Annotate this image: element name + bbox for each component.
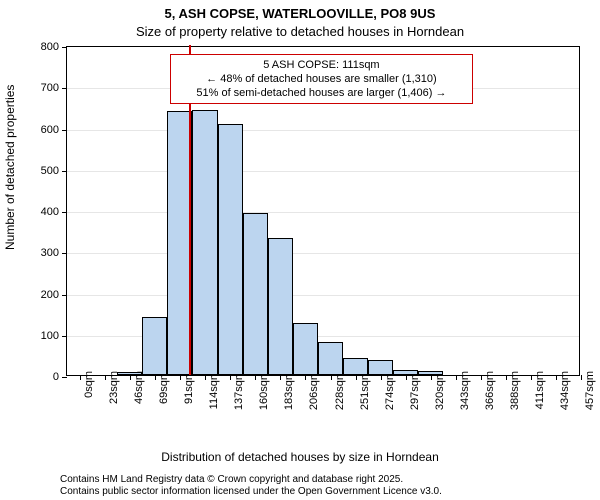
x-tick-mark bbox=[481, 375, 482, 380]
y-tick-label: 100 bbox=[29, 330, 59, 342]
chart-title-line1: 5, ASH COPSE, WATERLOOVILLE, PO8 9US bbox=[0, 6, 600, 21]
y-tick-mark bbox=[62, 253, 67, 254]
histogram-bar bbox=[243, 213, 268, 375]
x-tick-label: 251sqm bbox=[359, 371, 371, 410]
annotation-box: 5 ASH COPSE: 111sqm← 48% of detached hou… bbox=[170, 54, 473, 105]
y-tick-mark bbox=[62, 47, 67, 48]
x-tick-label: 297sqm bbox=[409, 371, 421, 410]
histogram-bar bbox=[268, 238, 293, 375]
x-tick-mark bbox=[105, 375, 106, 380]
x-axis-label: Distribution of detached houses by size … bbox=[0, 450, 600, 464]
y-tick-label: 800 bbox=[29, 41, 59, 53]
footer-line1: Contains HM Land Registry data © Crown c… bbox=[60, 474, 442, 486]
x-tick-mark bbox=[130, 375, 131, 380]
histogram-bar bbox=[393, 370, 418, 375]
y-axis-label: Number of detached properties bbox=[3, 85, 17, 250]
x-tick-label: 343sqm bbox=[459, 371, 471, 410]
x-tick-label: 46sqm bbox=[133, 371, 145, 404]
x-tick-mark bbox=[230, 375, 231, 380]
y-tick-label: 200 bbox=[29, 289, 59, 301]
y-tick-label: 500 bbox=[29, 165, 59, 177]
x-tick-mark bbox=[331, 375, 332, 380]
x-tick-mark bbox=[80, 375, 81, 380]
x-tick-mark bbox=[456, 375, 457, 380]
x-tick-mark bbox=[180, 375, 181, 380]
histogram-bar bbox=[318, 342, 343, 375]
chart-container: 5, ASH COPSE, WATERLOOVILLE, PO8 9US Siz… bbox=[0, 0, 600, 500]
footer-attribution: Contains HM Land Registry data © Crown c… bbox=[60, 474, 442, 498]
plot-area: 01002003004005006007008000sqm23sqm46sqm6… bbox=[66, 46, 580, 376]
x-tick-mark bbox=[305, 375, 306, 380]
x-tick-label: 69sqm bbox=[158, 371, 170, 404]
x-tick-label: 23sqm bbox=[108, 371, 120, 404]
x-tick-mark bbox=[406, 375, 407, 380]
gridline bbox=[67, 253, 579, 254]
y-tick-label: 400 bbox=[29, 206, 59, 218]
x-tick-mark bbox=[155, 375, 156, 380]
x-tick-label: 274sqm bbox=[384, 371, 396, 410]
y-tick-label: 700 bbox=[29, 82, 59, 94]
x-tick-label: 0sqm bbox=[83, 371, 95, 398]
y-tick-mark bbox=[62, 336, 67, 337]
x-tick-mark bbox=[431, 375, 432, 380]
x-tick-label: 320sqm bbox=[434, 371, 446, 410]
histogram-bar bbox=[117, 372, 142, 375]
histogram-bar bbox=[343, 358, 368, 375]
x-tick-label: 206sqm bbox=[308, 371, 320, 410]
x-tick-label: 457sqm bbox=[584, 371, 596, 410]
x-tick-mark bbox=[556, 375, 557, 380]
histogram-bar bbox=[293, 323, 318, 375]
y-tick-label: 0 bbox=[29, 371, 59, 383]
y-tick-mark bbox=[62, 130, 67, 131]
x-tick-mark bbox=[255, 375, 256, 380]
x-tick-mark bbox=[381, 375, 382, 380]
x-tick-label: 91sqm bbox=[183, 371, 195, 404]
histogram-bar bbox=[142, 317, 167, 375]
gridline bbox=[67, 130, 579, 131]
histogram-bar bbox=[218, 124, 243, 375]
x-tick-mark bbox=[581, 375, 582, 380]
y-tick-mark bbox=[62, 88, 67, 89]
chart-title-line2: Size of property relative to detached ho… bbox=[0, 24, 600, 39]
x-tick-label: 366sqm bbox=[484, 371, 496, 410]
x-tick-mark bbox=[280, 375, 281, 380]
gridline bbox=[67, 212, 579, 213]
annotation-line3: 51% of semi-detached houses are larger (… bbox=[177, 86, 466, 100]
x-tick-label: 160sqm bbox=[258, 371, 270, 410]
x-tick-mark bbox=[531, 375, 532, 380]
gridline bbox=[67, 171, 579, 172]
footer-line2: Contains public sector information licen… bbox=[60, 486, 442, 498]
x-tick-label: 137sqm bbox=[233, 371, 245, 410]
annotation-line1: 5 ASH COPSE: 111sqm bbox=[177, 58, 466, 72]
histogram-bar bbox=[192, 110, 217, 375]
annotation-line2: ← 48% of detached houses are smaller (1,… bbox=[177, 72, 466, 86]
histogram-bar bbox=[368, 360, 393, 375]
y-tick-label: 600 bbox=[29, 124, 59, 136]
x-tick-label: 434sqm bbox=[559, 371, 571, 410]
x-tick-label: 183sqm bbox=[283, 371, 295, 410]
x-tick-mark bbox=[356, 375, 357, 380]
y-tick-mark bbox=[62, 171, 67, 172]
x-tick-label: 388sqm bbox=[509, 371, 521, 410]
x-tick-label: 228sqm bbox=[334, 371, 346, 410]
y-tick-mark bbox=[62, 377, 67, 378]
x-tick-label: 411sqm bbox=[534, 371, 546, 409]
histogram-bar bbox=[418, 371, 443, 375]
y-tick-mark bbox=[62, 212, 67, 213]
y-tick-mark bbox=[62, 295, 67, 296]
x-tick-mark bbox=[506, 375, 507, 380]
x-tick-mark bbox=[205, 375, 206, 380]
x-tick-label: 114sqm bbox=[208, 371, 220, 409]
y-tick-label: 300 bbox=[29, 247, 59, 259]
gridline bbox=[67, 295, 579, 296]
